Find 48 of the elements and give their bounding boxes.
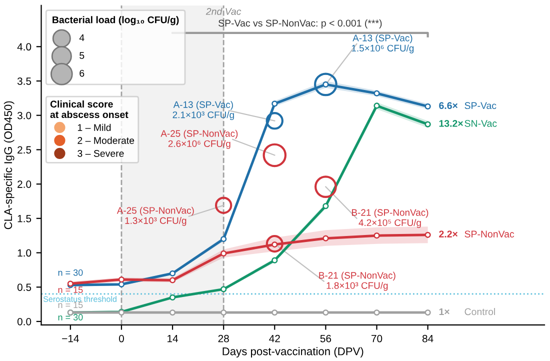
x-axis-title: Days post-vaccination (DPV) xyxy=(222,347,364,358)
annotation: A-13 (SP-Vac) 2.1×10³ CFU/g xyxy=(172,101,234,120)
annotation: B-21 (SP-NonVac) 4.2×10⁵ CFU/g xyxy=(352,208,428,228)
y-tick-label: 2.0 xyxy=(18,180,32,188)
ref-line-label: 2nd Vac xyxy=(206,8,242,15)
y-axis-title: CLA-specific IgG (OD450) xyxy=(4,101,14,230)
legend-label: 6 xyxy=(80,70,84,77)
annotation: n = 15 xyxy=(58,286,83,293)
x-tick-label: 28 xyxy=(218,334,229,342)
x-tick-label: 42 xyxy=(269,334,280,342)
annotation: n = 30 xyxy=(58,269,83,276)
y-tick-label: 4.0 xyxy=(17,43,32,51)
y-tick-label: 1.5 xyxy=(18,215,32,222)
annotation: 13.2× xyxy=(439,120,463,127)
annotation: 1× xyxy=(439,308,450,316)
text: SN-Vac xyxy=(464,120,497,127)
annotation: Bacterial load (log₁₀ CFU/g) xyxy=(52,16,179,26)
ref-line-label: Serostatus threshold xyxy=(43,296,116,302)
annotation: A-25 (SP-NonVac) 2.6×10⁶ CFU/g xyxy=(160,130,238,149)
annotation: 6.6× xyxy=(439,102,458,110)
x-tick-label: 0 xyxy=(118,334,124,342)
x-tick-label: −14 xyxy=(62,335,79,342)
annotation: B-21 (SP-NonVac) 1.8×10³ CFU/g xyxy=(319,272,396,291)
legend-label: 1 – Mild xyxy=(78,124,111,131)
legend-label: 3 – Severe xyxy=(78,150,124,157)
y-tick-label: 3.5 xyxy=(17,77,32,85)
y-tick-label: 0.5 xyxy=(17,284,32,291)
text: Control xyxy=(464,308,495,316)
text: SP-Vac xyxy=(464,102,496,110)
annotation: 2.2× xyxy=(439,230,458,238)
annotation: n = 15 xyxy=(58,302,83,308)
annotation: A-13 (SP-Vac) 1.5×10⁶ CFU/g xyxy=(352,34,414,54)
legend-label: 4 xyxy=(79,34,84,42)
x-tick-label: 56 xyxy=(320,334,332,342)
x-tick-label: 70 xyxy=(371,334,382,342)
annotation: SP-Vac vs SP-NonVac: p < 0.001 (***) xyxy=(218,19,382,28)
y-tick-label: 3.0 xyxy=(17,112,32,120)
annotation: n = 30 xyxy=(58,314,83,320)
legend-title: Clinical score at abscess onset xyxy=(50,100,128,118)
x-tick-label: 14 xyxy=(168,335,178,342)
annotation: A-25 (SP-NonVac) 1.3×10³ CFU/g xyxy=(116,206,194,226)
legend-label: 2 – Moderate xyxy=(78,136,134,144)
y-tick-label: 1.0 xyxy=(18,249,32,257)
y-tick-label: 2.5 xyxy=(18,146,32,154)
legend-label: 5 xyxy=(80,52,84,59)
y-tick-label: 0.0 xyxy=(17,318,32,326)
text: SP-NonVac xyxy=(464,230,514,238)
x-tick-label: 84 xyxy=(422,334,434,342)
